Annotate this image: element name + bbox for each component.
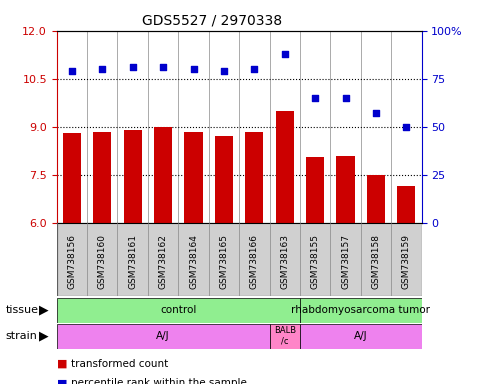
- Text: ■: ■: [57, 378, 67, 384]
- Bar: [336, 156, 354, 223]
- Text: GSM738163: GSM738163: [280, 233, 289, 289]
- Point: [281, 51, 288, 57]
- Point: [189, 66, 197, 72]
- Bar: [245, 132, 263, 223]
- Text: GSM738164: GSM738164: [189, 233, 198, 288]
- Text: tissue: tissue: [6, 305, 39, 315]
- Bar: [300, 298, 422, 323]
- Text: transformed count: transformed count: [71, 359, 169, 369]
- Text: A/J: A/J: [156, 331, 170, 341]
- Text: GSM738157: GSM738157: [341, 233, 350, 289]
- Text: GDS5527 / 2970338: GDS5527 / 2970338: [142, 13, 282, 27]
- Text: GSM738156: GSM738156: [68, 233, 76, 289]
- Text: GSM738155: GSM738155: [311, 233, 319, 289]
- Text: GSM738158: GSM738158: [371, 233, 381, 289]
- Point: [250, 66, 258, 72]
- Bar: [57, 298, 300, 323]
- Bar: [397, 186, 416, 223]
- Bar: [57, 324, 270, 349]
- Text: BALB
/c: BALB /c: [274, 326, 296, 346]
- Text: rhabdomyosarcoma tumor: rhabdomyosarcoma tumor: [291, 305, 430, 315]
- Point: [159, 64, 167, 70]
- Bar: [215, 136, 233, 223]
- Bar: [93, 132, 111, 223]
- Bar: [306, 157, 324, 223]
- Text: control: control: [160, 305, 197, 315]
- Text: GSM738161: GSM738161: [128, 233, 137, 289]
- Text: GSM738166: GSM738166: [250, 233, 259, 289]
- Text: strain: strain: [6, 331, 38, 341]
- Text: GSM738160: GSM738160: [98, 233, 107, 289]
- Bar: [300, 324, 422, 349]
- Bar: [124, 130, 142, 223]
- Bar: [154, 127, 172, 223]
- Text: GSM738165: GSM738165: [219, 233, 228, 289]
- Text: ■: ■: [57, 359, 67, 369]
- Bar: [184, 132, 203, 223]
- Text: ▶: ▶: [38, 330, 48, 343]
- Point: [402, 124, 410, 130]
- Text: percentile rank within the sample: percentile rank within the sample: [71, 378, 247, 384]
- Text: GSM738159: GSM738159: [402, 233, 411, 289]
- Text: GSM738162: GSM738162: [159, 233, 168, 288]
- Point: [129, 64, 137, 70]
- Point: [98, 66, 106, 72]
- Text: ▶: ▶: [38, 304, 48, 316]
- Text: A/J: A/J: [354, 331, 367, 341]
- Point: [372, 110, 380, 116]
- Point: [311, 95, 319, 101]
- Bar: [63, 133, 81, 223]
- Bar: [276, 111, 294, 223]
- Point: [68, 68, 76, 74]
- Bar: [270, 324, 300, 349]
- Bar: [367, 175, 385, 223]
- Point: [342, 95, 350, 101]
- Point: [220, 68, 228, 74]
